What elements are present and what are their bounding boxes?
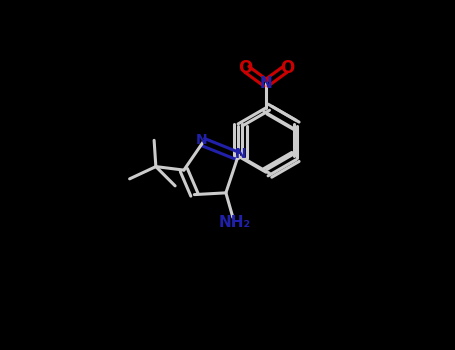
Text: O: O bbox=[280, 58, 294, 77]
Text: N: N bbox=[235, 147, 247, 161]
Text: N: N bbox=[260, 76, 273, 91]
Text: N: N bbox=[196, 133, 207, 147]
Text: O: O bbox=[238, 58, 252, 77]
Text: NH₂: NH₂ bbox=[218, 215, 251, 230]
